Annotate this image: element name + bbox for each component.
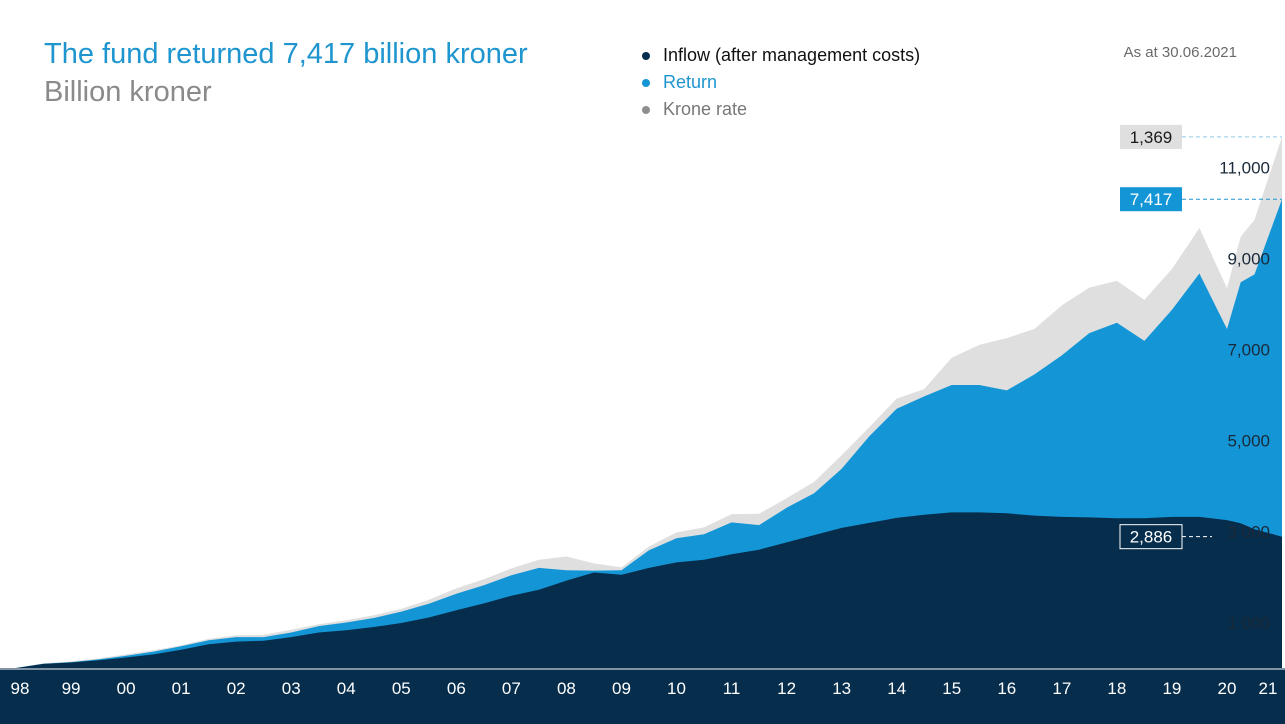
x-tick-label: 99 — [62, 679, 81, 698]
x-tick-label: 11 — [723, 679, 741, 698]
y-tick-label: 7,000 — [1227, 341, 1270, 360]
legend-dot-return — [642, 78, 650, 87]
area-inflow — [16, 512, 1282, 668]
x-tick-label: 00 — [117, 679, 136, 698]
x-tick-label: 98 — [11, 679, 30, 698]
x-axis: 98 99 00 01 02 03 04 05 06 07 08 09 10 11 12 13 14 15 16 17… — [0, 668, 1285, 724]
x-tick-label: 17 — [1052, 679, 1071, 698]
x-tick-label: 06 — [447, 679, 466, 698]
x-tick-label: 18 — [1107, 679, 1126, 698]
y-axis: 1 000 3 000 5,000 7,000 9,000 11,000 — [1219, 159, 1270, 633]
callout-box — [1119, 524, 1183, 550]
x-tick-label: 04 — [337, 679, 356, 698]
x-tick-label: 16 — [997, 679, 1016, 698]
chart-title: The fund returned 7,417 billion kroner — [44, 38, 528, 70]
legend: Inflow (after management costs) Return K… — [642, 42, 920, 123]
x-tick-label: 15 — [942, 679, 961, 698]
callout-label: 7,417 — [1130, 190, 1173, 209]
y-tick-label: 3 000 — [1227, 523, 1270, 542]
legend-item-inflow: Inflow (after management costs) — [642, 42, 920, 69]
x-tick-label: 08 — [557, 679, 576, 698]
x-tick-label: 21 — [1259, 679, 1278, 698]
x-tick-label: 12 — [777, 679, 796, 698]
legend-item-krone: Krone rate — [642, 96, 920, 123]
callout-label: 1,369 — [1130, 128, 1173, 147]
as-at-date: As at 30.06.2021 — [1123, 44, 1237, 61]
x-tick-label: 14 — [887, 679, 906, 698]
legend-label-krone: Krone rate — [663, 99, 748, 119]
chart-areas — [16, 136, 1282, 668]
x-tick-label: 20 — [1217, 679, 1236, 698]
x-tick-label: 19 — [1162, 679, 1181, 698]
x-tick-label: 07 — [502, 679, 521, 698]
legend-label-inflow: Inflow (after management costs) — [663, 45, 921, 65]
x-tick-label: 09 — [612, 679, 631, 698]
x-axis-band — [0, 668, 1285, 724]
legend-dot-inflow — [642, 51, 650, 60]
y-tick-label: 9,000 — [1227, 250, 1270, 269]
y-tick-label: 5,000 — [1227, 432, 1270, 451]
y-tick-label: 11,000 — [1219, 159, 1270, 178]
legend-item-return: Return — [642, 69, 920, 96]
x-tick-label: 03 — [282, 679, 301, 698]
x-tick-label: 10 — [667, 679, 686, 698]
y-tick-label: 1 000 — [1227, 614, 1270, 633]
callout-box — [1120, 187, 1182, 212]
x-tick-label: 02 — [227, 679, 246, 698]
x-tick-label: 01 — [172, 679, 191, 698]
legend-dot-krone — [642, 105, 650, 114]
chart-subtitle: Billion kroner — [44, 76, 212, 108]
x-tick-label: 13 — [832, 679, 851, 698]
callout-box — [1120, 124, 1182, 149]
callouts: 1,369 7,417 2,886 — [1119, 124, 1282, 550]
x-tick-label: 05 — [392, 679, 411, 698]
legend-label-return: Return — [663, 72, 718, 92]
callout-label: 2,886 — [1130, 528, 1173, 547]
